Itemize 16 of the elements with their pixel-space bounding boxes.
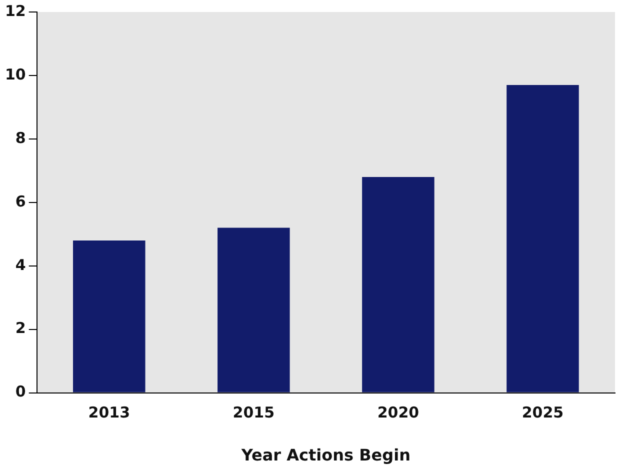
- y-tick-label: 0: [15, 382, 26, 401]
- y-tick-label: 12: [5, 2, 26, 20]
- x-axis-title: Year Actions Begin: [240, 446, 410, 465]
- x-tick-label: 2015: [232, 404, 275, 422]
- y-tick-label: 6: [15, 192, 26, 210]
- y-tick-label: 2: [15, 319, 26, 338]
- y-tick-label: 10: [5, 65, 26, 84]
- x-tick-label: 2025: [522, 404, 564, 422]
- bar: [218, 228, 290, 392]
- y-tick-label: 8: [15, 128, 26, 147]
- bar: [506, 84, 579, 392]
- x-tick-label: 2013: [88, 404, 130, 422]
- y-tick-label: 4: [15, 256, 26, 274]
- x-tick-label: 2020: [377, 404, 420, 422]
- bar: [362, 177, 434, 392]
- bar: [73, 240, 146, 392]
